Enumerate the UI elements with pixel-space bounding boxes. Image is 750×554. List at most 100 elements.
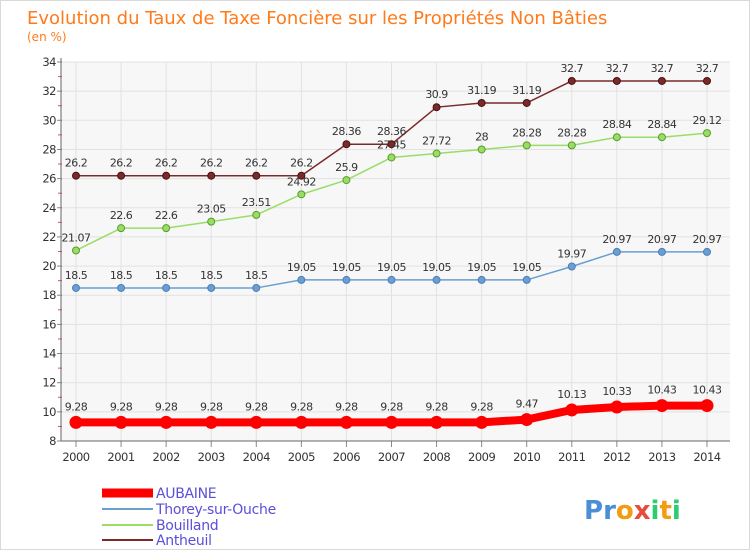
data-label: 10.43 xyxy=(647,384,676,397)
data-point xyxy=(342,140,351,149)
data-label: 21.07 xyxy=(62,231,91,244)
data-label: 32.7 xyxy=(561,62,584,75)
data-point xyxy=(703,247,711,256)
y-tick-label: 8 xyxy=(49,434,56,448)
data-point xyxy=(342,275,351,284)
data-label: 32.7 xyxy=(651,62,674,75)
data-label: 19.97 xyxy=(557,248,586,261)
data-label: 9.28 xyxy=(65,400,88,413)
plot-area: 8 10 12 14 16 18 20 22 24 26 28 30 32 34 2000 2001 2002 2… xyxy=(42,55,730,464)
data-label: 26.2 xyxy=(155,157,178,170)
data-label: 9.47 xyxy=(515,398,538,411)
data-point xyxy=(114,415,128,429)
data-label: 10.43 xyxy=(693,384,722,397)
data-point xyxy=(612,76,621,85)
data-point xyxy=(249,415,263,429)
data-label: 19.05 xyxy=(287,261,316,274)
data-point xyxy=(252,283,261,292)
data-label: 28.84 xyxy=(602,118,631,131)
data-label: 28 xyxy=(475,130,488,143)
logo-letter: o xyxy=(616,496,634,526)
data-label: 18.5 xyxy=(155,269,178,282)
chart-title: Evolution du Taux de Taxe Foncière sur l… xyxy=(27,8,607,29)
data-point xyxy=(477,275,486,284)
proxiti-logo: Proxiti xyxy=(584,496,681,526)
y-tick-label: 12 xyxy=(42,376,56,390)
y-tick-label: 26 xyxy=(42,172,56,186)
data-label: 19.05 xyxy=(422,261,451,274)
data-point xyxy=(432,275,441,284)
data-point xyxy=(387,275,396,284)
x-tick-label: 2007 xyxy=(378,450,405,464)
data-point xyxy=(117,171,126,180)
y-tick-label: 24 xyxy=(42,201,56,215)
y-tick-label: 22 xyxy=(42,230,56,244)
logo-letter: i xyxy=(651,496,660,526)
data-label: 28.84 xyxy=(647,118,676,131)
data-label: 32.7 xyxy=(696,62,719,75)
data-label: 27.72 xyxy=(422,135,451,148)
data-label: 26.2 xyxy=(245,157,268,170)
data-point xyxy=(117,283,126,292)
data-point xyxy=(522,98,531,107)
data-label: 9.28 xyxy=(380,400,403,413)
x-tick-label: 2014 xyxy=(693,450,720,464)
data-label: 29.12 xyxy=(693,114,722,127)
data-label: 10.33 xyxy=(602,385,631,398)
data-label: 25.9 xyxy=(335,161,358,174)
data-label: 30.9 xyxy=(425,88,448,101)
data-point xyxy=(204,415,218,429)
data-point xyxy=(565,403,579,417)
data-point xyxy=(72,246,80,255)
data-label: 26.2 xyxy=(65,157,88,170)
data-point xyxy=(432,149,441,158)
data-point xyxy=(159,415,173,429)
x-tick-label: 2011 xyxy=(558,450,585,464)
data-point xyxy=(477,145,486,154)
x-tick-label: 2004 xyxy=(243,450,270,464)
x-tick-label: 2013 xyxy=(648,450,675,464)
y-tick-label: 30 xyxy=(42,113,56,127)
data-point xyxy=(610,400,624,414)
data-label: 20.97 xyxy=(602,233,631,246)
data-label: 26.2 xyxy=(200,157,223,170)
data-point xyxy=(655,399,669,413)
data-label: 26.2 xyxy=(290,157,313,170)
legend-label: Thorey-sur-Ouche xyxy=(155,502,276,518)
x-tick-label: 2010 xyxy=(513,450,540,464)
data-label: 9.28 xyxy=(470,400,493,413)
y-tick-label: 14 xyxy=(42,347,56,361)
data-point xyxy=(252,171,261,180)
x-tick-label: 2009 xyxy=(468,450,495,464)
x-tick-label: 2002 xyxy=(153,450,180,464)
x-tick-label: 2006 xyxy=(333,450,360,464)
data-point xyxy=(72,171,80,180)
data-label: 20.97 xyxy=(647,233,676,246)
data-point xyxy=(387,153,396,162)
data-point xyxy=(387,140,396,149)
logo-letter: P xyxy=(584,496,603,526)
data-point xyxy=(162,171,171,180)
data-label: 19.05 xyxy=(377,261,406,274)
data-point xyxy=(207,283,216,292)
legend-label: Antheuil xyxy=(156,533,212,549)
data-point xyxy=(385,415,398,429)
data-label: 9.28 xyxy=(200,400,223,413)
data-label: 28.28 xyxy=(557,126,586,139)
data-point xyxy=(432,103,441,112)
data-point xyxy=(72,283,80,292)
data-point xyxy=(522,141,531,150)
data-point xyxy=(657,76,666,85)
y-tick-label: 18 xyxy=(42,288,56,302)
data-point xyxy=(430,415,444,429)
data-label: 27.45 xyxy=(377,138,406,151)
data-point xyxy=(342,176,351,185)
logo-letter: i xyxy=(672,496,681,526)
x-tick-label: 2001 xyxy=(107,450,134,464)
data-label: 18.5 xyxy=(200,269,223,282)
data-point xyxy=(475,415,489,429)
data-label: 9.28 xyxy=(155,400,178,413)
